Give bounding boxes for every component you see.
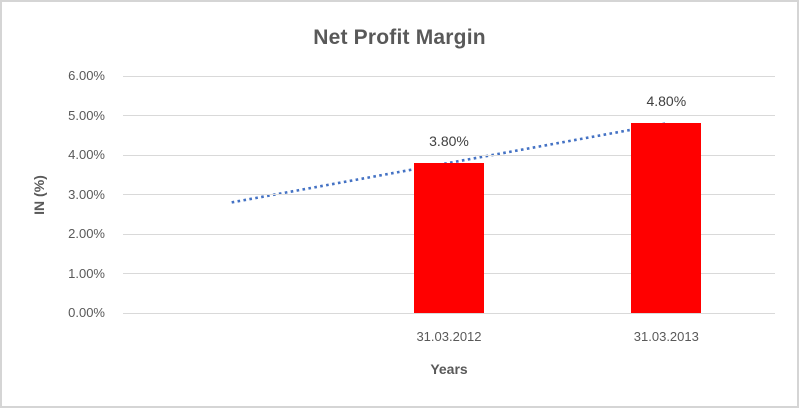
gridline <box>123 154 775 156</box>
bar <box>631 123 702 313</box>
x-axis-title: Years <box>430 361 468 377</box>
x-tick-label: 31.03.2012 <box>416 329 482 344</box>
x-tick-label: 31.03.2013 <box>633 329 699 344</box>
gridline <box>123 115 775 116</box>
bar-data-label: 3.80% <box>429 132 469 149</box>
y-tick-label: 2.00% <box>68 226 105 241</box>
chart-title: Net Profit Margin <box>313 26 486 49</box>
y-tick-label: 6.00% <box>68 68 105 83</box>
bar-data-label: 4.80% <box>646 93 687 110</box>
y-tick-label: 1.00% <box>68 265 105 281</box>
y-tick-label: 4.00% <box>68 147 105 162</box>
y-tick-label: 3.00% <box>68 186 105 202</box>
gridline <box>123 75 775 77</box>
gridline <box>123 312 775 314</box>
bar <box>414 162 484 313</box>
y-tick-label: 5.00% <box>68 107 105 123</box>
y-tick-label: 0.00% <box>68 305 105 320</box>
